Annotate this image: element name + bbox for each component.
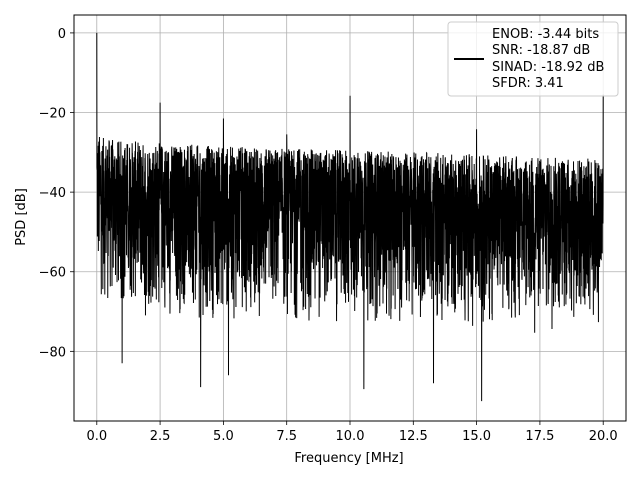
legend-sinad: SINAD: -18.92 dB bbox=[492, 60, 604, 75]
plot-area bbox=[96, 32, 604, 402]
y-axis-ticks: 0 −20 −40 −60 −80 bbox=[39, 27, 74, 360]
x-tick-label: 20.0 bbox=[589, 429, 618, 444]
legend-sfdr: SFDR: 3.41 bbox=[492, 76, 564, 91]
legend-enob: ENOB: -3.44 bits bbox=[492, 27, 599, 42]
x-axis-ticks: 0.0 2.5 5.0 7.5 10.0 12.5 15.0 17.5 20.0 bbox=[86, 421, 618, 444]
y-tick-label: −40 bbox=[39, 186, 66, 201]
psd-trace bbox=[96, 32, 604, 402]
y-tick-label: 0 bbox=[58, 27, 66, 42]
legend-snr: SNR: -18.87 dB bbox=[492, 43, 590, 58]
legend-box bbox=[447, 21, 619, 97]
x-axis-label: Frequency [MHz] bbox=[294, 451, 403, 466]
x-tick-label: 2.5 bbox=[150, 429, 171, 444]
x-tick-label: 7.5 bbox=[276, 429, 297, 444]
x-tick-label: 10.0 bbox=[336, 429, 365, 444]
x-tick-label: 5.0 bbox=[213, 429, 234, 444]
y-tick-label: −60 bbox=[39, 266, 66, 281]
y-axis-label: PSD [dB] bbox=[14, 188, 29, 246]
y-tick-label: −20 bbox=[39, 107, 66, 122]
x-tick-label: 12.5 bbox=[399, 429, 428, 444]
x-tick-label: 0.0 bbox=[86, 429, 107, 444]
y-tick-label: −80 bbox=[39, 345, 66, 360]
x-tick-label: 15.0 bbox=[462, 429, 491, 444]
x-tick-label: 17.5 bbox=[525, 429, 554, 444]
legend: ENOB: -3.44 bits SNR: -18.87 dB SINAD: -… bbox=[447, 21, 619, 97]
